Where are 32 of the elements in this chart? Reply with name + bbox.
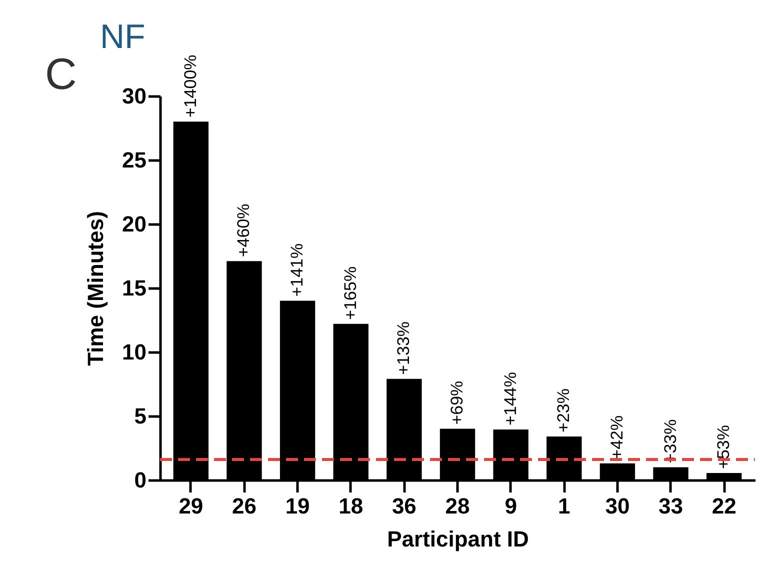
y-tick-label: 0 <box>134 468 146 492</box>
x-tick-label: 30 <box>605 494 630 518</box>
y-axis-title: Time (Minutes) <box>83 211 108 366</box>
annotation: +69% <box>448 380 466 425</box>
x-tick-label: 22 <box>712 494 736 518</box>
y-tick-label: 30 <box>122 84 146 108</box>
annotation: +165% <box>340 266 360 320</box>
y-tick-label: 25 <box>122 148 146 172</box>
x-tick-label: 19 <box>285 494 310 518</box>
text: C <box>45 50 77 99</box>
y-tick-label: 5 <box>134 404 146 428</box>
x-tick-label: 33 <box>658 494 684 518</box>
y-tick-label: 15 <box>122 276 146 300</box>
x-axis-title: Participant ID <box>387 526 529 552</box>
annotation: +53% <box>714 425 734 469</box>
text: NF <box>100 18 146 56</box>
annotation: +42% <box>607 415 626 460</box>
annotation: +1400% <box>180 54 200 118</box>
annotation: +144% <box>500 372 520 426</box>
y-tick-label: 10 <box>122 340 146 364</box>
x-tick-label: 28 <box>445 494 470 518</box>
annotation: +133% <box>394 321 414 375</box>
annotation: +23% <box>554 388 574 432</box>
y-tick-label: 20 <box>122 212 146 236</box>
x-tick-label: 26 <box>232 494 256 518</box>
x-tick-label: 9 <box>504 494 517 518</box>
annotation: +141% <box>288 243 307 297</box>
x-tick-label: 18 <box>338 494 364 518</box>
annotation: +460% <box>234 204 254 258</box>
x-tick-label: 1 <box>558 494 570 518</box>
x-tick-label: 29 <box>178 494 204 518</box>
x-tick-label: 36 <box>392 494 416 518</box>
